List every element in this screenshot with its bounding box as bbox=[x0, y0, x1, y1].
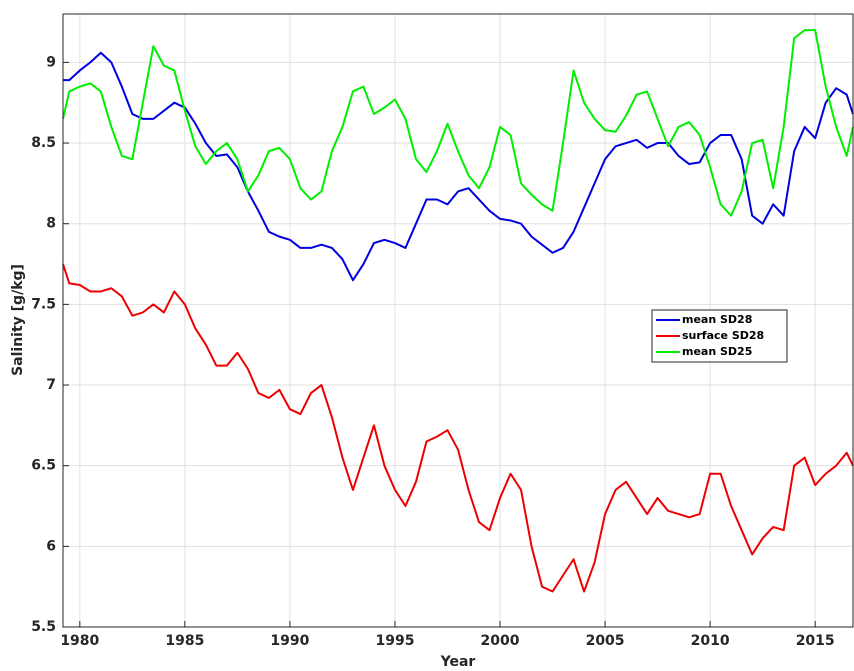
x-tick-label: 2010 bbox=[691, 633, 730, 649]
y-tick-label: 5.5 bbox=[31, 619, 56, 635]
y-tick-label: 6 bbox=[46, 538, 56, 554]
y-tick-label: 8 bbox=[46, 216, 56, 232]
y-tick-label: 8.5 bbox=[31, 135, 56, 151]
x-tick-label: 2015 bbox=[796, 633, 835, 649]
y-tick-label: 9 bbox=[46, 54, 56, 70]
x-tick-label: 1985 bbox=[165, 633, 204, 649]
y-tick-label: 6.5 bbox=[31, 458, 56, 474]
legend: mean SD28 surface SD28 mean SD25 bbox=[651, 309, 788, 363]
legend-label: mean SD25 bbox=[682, 345, 752, 358]
data-line bbox=[62, 29, 854, 217]
legend-label: surface SD28 bbox=[682, 329, 764, 342]
y-tick-label: 7 bbox=[46, 377, 56, 393]
y-tick-label: 7.5 bbox=[31, 296, 56, 312]
data-line bbox=[62, 263, 854, 593]
x-tick-label: 2000 bbox=[481, 633, 520, 649]
y-axis-label: Salinity [g/kg] bbox=[10, 264, 26, 376]
plot-frame bbox=[62, 13, 854, 628]
x-axis-label: Year bbox=[440, 654, 476, 670]
data-line bbox=[63, 51, 854, 282]
x-tick-label: 1980 bbox=[60, 633, 99, 649]
x-tick-label: 1990 bbox=[270, 633, 309, 649]
x-tick-label: 2005 bbox=[586, 633, 625, 649]
x-tick-label: 1995 bbox=[375, 633, 414, 649]
legend-label: mean SD28 bbox=[682, 313, 752, 326]
